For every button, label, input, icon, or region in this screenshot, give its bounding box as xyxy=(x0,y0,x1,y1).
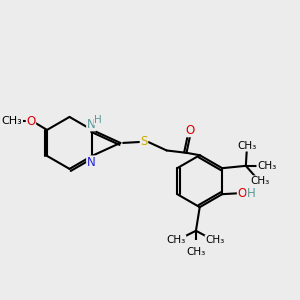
Text: CH₃: CH₃ xyxy=(2,116,22,126)
Text: CH₃: CH₃ xyxy=(167,235,186,245)
Text: H: H xyxy=(247,187,256,200)
Text: O: O xyxy=(186,124,195,137)
Text: N: N xyxy=(87,118,95,131)
Text: O: O xyxy=(237,187,247,200)
Text: CH₃: CH₃ xyxy=(205,235,224,245)
Text: CH₃: CH₃ xyxy=(186,248,206,257)
Text: S: S xyxy=(140,136,148,148)
Text: O: O xyxy=(26,115,36,128)
Text: H: H xyxy=(94,115,102,124)
Text: CH₃: CH₃ xyxy=(257,161,276,171)
Text: N: N xyxy=(87,156,95,169)
Text: CH₃: CH₃ xyxy=(237,141,256,151)
Text: CH₃: CH₃ xyxy=(250,176,270,186)
